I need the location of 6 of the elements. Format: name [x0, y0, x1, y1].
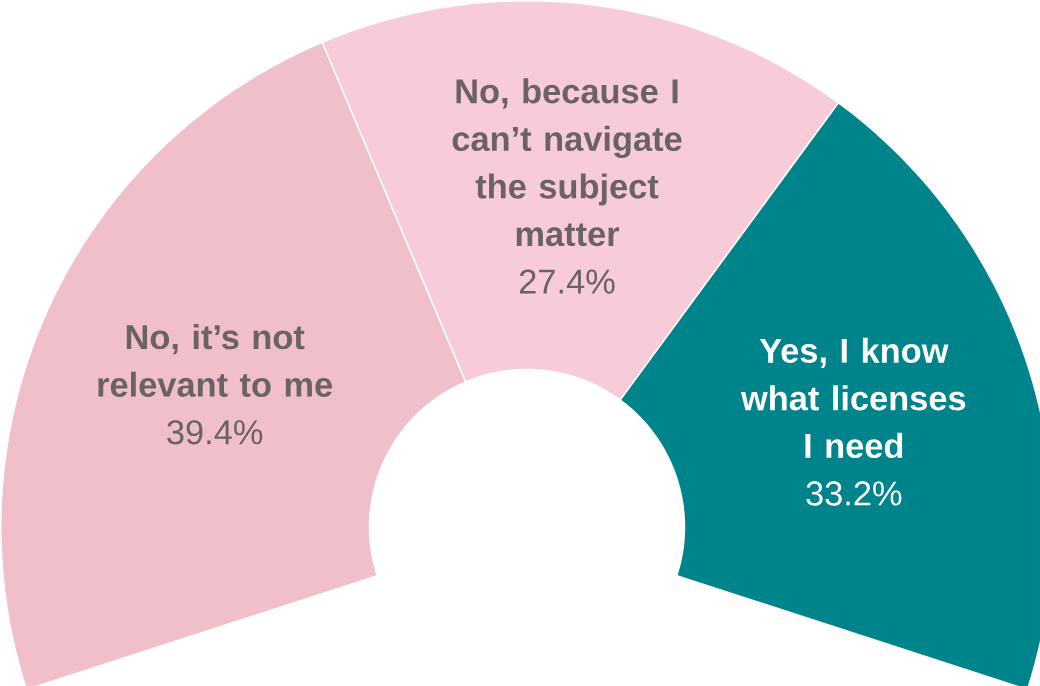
slice-label: Yes, I know what licenses I need [740, 337, 966, 458]
data-label: 27.4% [519, 269, 615, 294]
data-label: 33.2% [806, 481, 902, 506]
data-label: 39.4% [167, 419, 263, 445]
slice-label: No, it’s not relevant to me [98, 323, 333, 397]
slice-label: No, because I can’t navigate the subject matter [452, 78, 682, 246]
